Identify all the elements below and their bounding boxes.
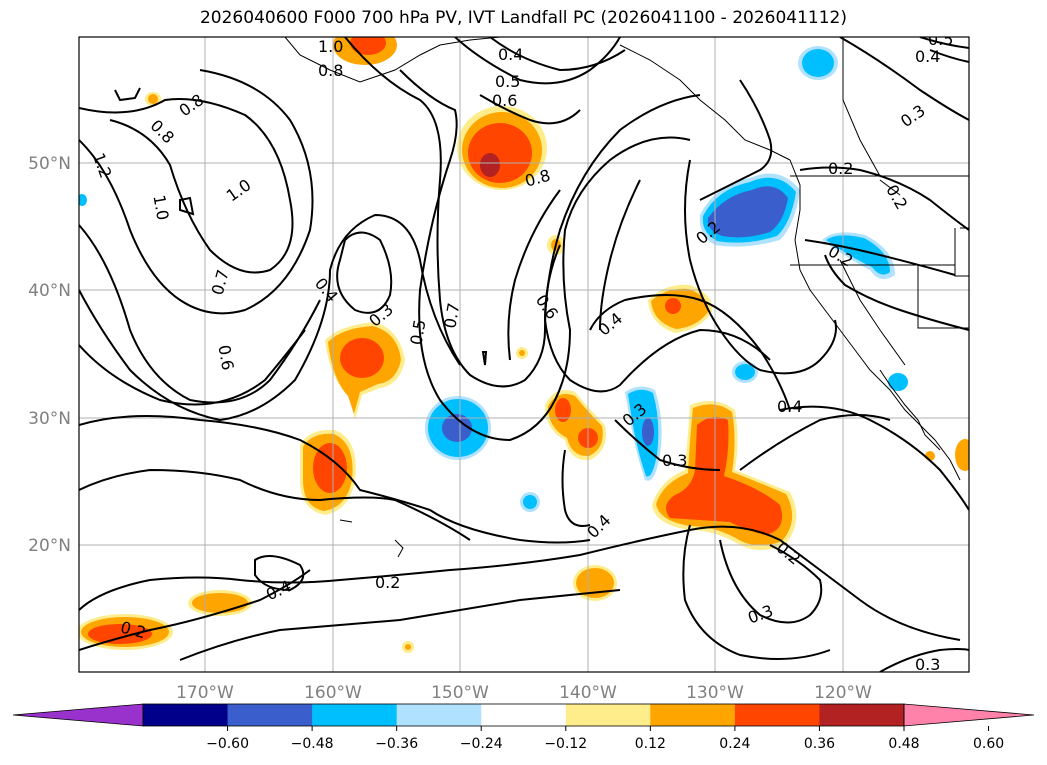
colorbar-band — [481, 704, 567, 726]
latitude-labels: 50°N 40°N 30°N 20°N — [28, 154, 71, 556]
negative-anomaly-pnw — [699, 173, 800, 247]
colorbar-band — [143, 704, 229, 726]
lon-label-140w: 140°W — [559, 683, 617, 703]
contour-label: 1.0 — [318, 37, 343, 56]
colorbar-tick-label: 0.36 — [804, 736, 835, 752]
contour-label: 0.4 — [777, 397, 802, 416]
contour-label: 0.4 — [498, 45, 523, 64]
colorbar-band — [565, 704, 651, 726]
positive-anomaly-gulf — [457, 106, 547, 190]
contour-label: 0.6 — [214, 343, 237, 371]
positive-anomaly-140w — [545, 390, 606, 461]
map-title: 2026040600 F000 700 hPa PV, IVT Landfall… — [199, 8, 847, 28]
negative-anomaly-135w — [625, 386, 662, 481]
contour-label: 0.2 — [375, 573, 400, 592]
colorbar-tick-label: −0.60 — [206, 736, 249, 752]
colorbar-tick-label: 0.60 — [973, 736, 1004, 752]
lon-label-130w: 130°W — [686, 683, 744, 703]
colorbar-band — [819, 704, 905, 726]
contour-label: 0.5 — [928, 30, 953, 49]
negative-anomaly-148w — [425, 396, 491, 460]
contour-label: 0.3 — [662, 451, 687, 470]
colorbar-band — [312, 704, 398, 726]
colorbar-tick-label: −0.12 — [544, 736, 587, 752]
positive-anomaly-alaska — [333, 37, 397, 65]
colorbar: −0.60 −0.48 −0.36 −0.24 −0.12 0.12 0.24 0.36 0.4… — [12, 703, 1035, 752]
negative-anomaly-small — [79, 46, 908, 512]
contour-label: 0.3 — [915, 655, 940, 674]
colorbar-extend-high — [903, 703, 1035, 727]
colorbar-tick-label: −0.48 — [291, 736, 334, 752]
lon-label-170w: 170°W — [176, 683, 234, 703]
contour-label: 0.2 — [828, 159, 853, 178]
contour-label: 0.5 — [495, 72, 520, 91]
positive-anomaly-subtropical — [652, 401, 797, 550]
lon-label-120w: 120°W — [814, 683, 872, 703]
map-frame — [78, 36, 970, 673]
contour-label: 1.0 — [149, 193, 172, 221]
colorbar-tick-label: 0.48 — [888, 736, 919, 752]
contour-label: 0.8 — [318, 61, 343, 80]
colorbar-band — [227, 704, 313, 726]
coastlines — [284, 37, 969, 558]
positive-anomaly-west — [300, 429, 356, 515]
longitude-labels: 170°W 160°W 150°W 140°W 130°W 120°W — [176, 683, 872, 703]
contour-label: 0.5 — [406, 318, 429, 346]
positive-anomaly-central — [325, 322, 405, 420]
positive-anomaly-small — [79, 92, 969, 653]
colorbar-tick-label: 0.24 — [719, 736, 750, 752]
lat-label-40n: 40°N — [28, 281, 71, 301]
map-panel: 1.0 0.8 0.4 0.5 0.6 0.5 0.4 1.2 0.8 0.8 … — [79, 30, 969, 674]
lat-label-50n: 50°N — [28, 154, 71, 174]
lat-label-20n: 20°N — [28, 536, 71, 556]
lon-label-160w: 160°W — [304, 683, 362, 703]
lon-label-150w: 150°W — [431, 683, 489, 703]
contour-label: 0.6 — [492, 91, 517, 110]
lat-label-30n: 30°N — [28, 409, 71, 429]
contour-label: 0.7 — [440, 301, 463, 329]
shaded-anomalies — [79, 37, 969, 653]
colorbar-outline — [142, 703, 905, 727]
colorbar-tick-label: −0.24 — [460, 736, 503, 752]
colorbar-tick-label: 0.12 — [635, 736, 666, 752]
colorbar-tick-label: −0.36 — [375, 736, 418, 752]
contour-label: 0.4 — [915, 47, 940, 66]
colorbar-band — [734, 704, 820, 726]
colorbar-band — [650, 704, 736, 726]
colorbar-band — [396, 704, 482, 726]
pv-contours — [79, 37, 969, 672]
colorbar-extend-low — [12, 703, 144, 727]
